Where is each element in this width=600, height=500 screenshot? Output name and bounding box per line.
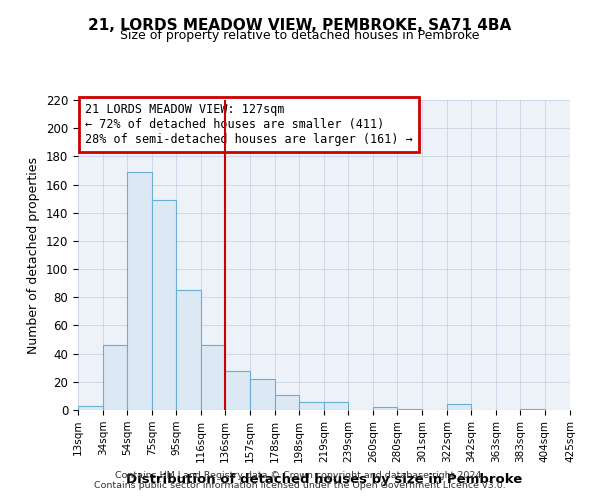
Bar [127, 172, 152, 410]
Bar [397, 408, 422, 410]
Text: Contains HM Land Registry data © Crown copyright and database right 2024.
Contai: Contains HM Land Registry data © Crown c… [94, 470, 506, 490]
Bar [275, 394, 299, 410]
Bar [250, 379, 275, 410]
Bar [225, 370, 250, 410]
Bar [324, 402, 348, 410]
Text: 21, LORDS MEADOW VIEW, PEMBROKE, SA71 4BA: 21, LORDS MEADOW VIEW, PEMBROKE, SA71 4B… [88, 18, 512, 32]
Bar [78, 406, 103, 410]
Bar [520, 408, 545, 410]
Text: 21 LORDS MEADOW VIEW: 127sqm
← 72% of detached houses are smaller (411)
28% of s: 21 LORDS MEADOW VIEW: 127sqm ← 72% of de… [85, 103, 413, 146]
X-axis label: Distribution of detached houses by size in Pembroke: Distribution of detached houses by size … [126, 473, 522, 486]
Bar [201, 345, 225, 410]
Text: Size of property relative to detached houses in Pembroke: Size of property relative to detached ho… [121, 29, 479, 42]
Bar [152, 200, 176, 410]
Bar [103, 345, 127, 410]
Bar [176, 290, 201, 410]
Bar [299, 402, 324, 410]
Bar [447, 404, 471, 410]
Y-axis label: Number of detached properties: Number of detached properties [28, 156, 40, 354]
Bar [373, 407, 397, 410]
